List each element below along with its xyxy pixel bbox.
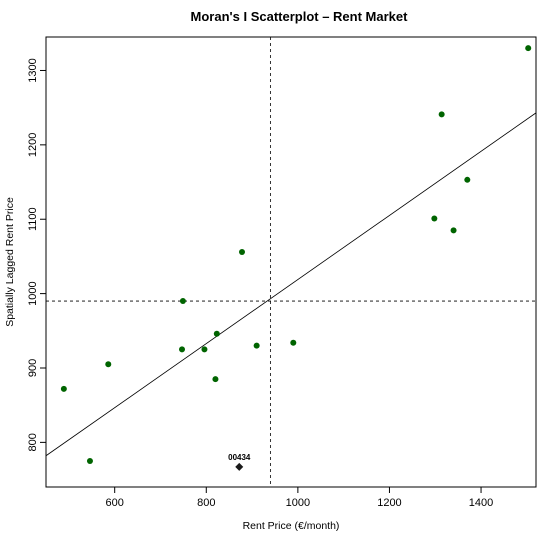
data-point <box>179 346 186 353</box>
x-tick-label: 800 <box>197 497 215 509</box>
data-point <box>201 346 208 353</box>
data-point <box>105 361 112 368</box>
mean-lines <box>46 37 536 487</box>
highlight-label: 00434 <box>228 453 251 462</box>
y-tick-label: 1300 <box>27 58 39 82</box>
x-tick-label: 1000 <box>286 497 310 509</box>
y-tick-label: 1200 <box>27 133 39 157</box>
y-tick-label: 800 <box>27 433 39 451</box>
data-point <box>253 342 260 349</box>
y-tick-label: 900 <box>27 359 39 377</box>
data-point <box>212 376 219 383</box>
data-point <box>86 457 93 464</box>
chart-title: Moran's I Scatterplot – Rent Market <box>191 9 409 24</box>
regression-line <box>45 112 537 457</box>
data-point <box>450 227 457 234</box>
x-tick-label: 1400 <box>469 497 493 509</box>
data-point <box>525 45 532 52</box>
data-point <box>464 176 471 183</box>
highlight-group: 00434 <box>228 453 251 471</box>
axis-ticks: 600 800 1000 1200 1400 800 900 1000 1100 1200 1300 <box>27 58 493 509</box>
data-point <box>431 215 438 222</box>
x-tick-label: 600 <box>106 497 124 509</box>
y-axis-label: Spatially Lagged Rent Price <box>4 197 16 327</box>
data-point <box>60 385 67 392</box>
y-tick-label: 1100 <box>27 207 39 231</box>
data-point <box>438 111 445 118</box>
data-points <box>60 45 532 464</box>
data-point <box>213 330 220 337</box>
plot-frame <box>45 36 537 488</box>
regression-line-path <box>45 112 537 457</box>
y-tick-label: 1000 <box>27 281 39 305</box>
data-point <box>239 248 245 255</box>
data-point <box>290 339 297 346</box>
x-tick-label: 1200 <box>377 497 401 509</box>
x-axis-label: Rent Price (€/month) <box>243 520 340 532</box>
data-point <box>179 298 186 305</box>
highlight-point <box>235 462 244 471</box>
